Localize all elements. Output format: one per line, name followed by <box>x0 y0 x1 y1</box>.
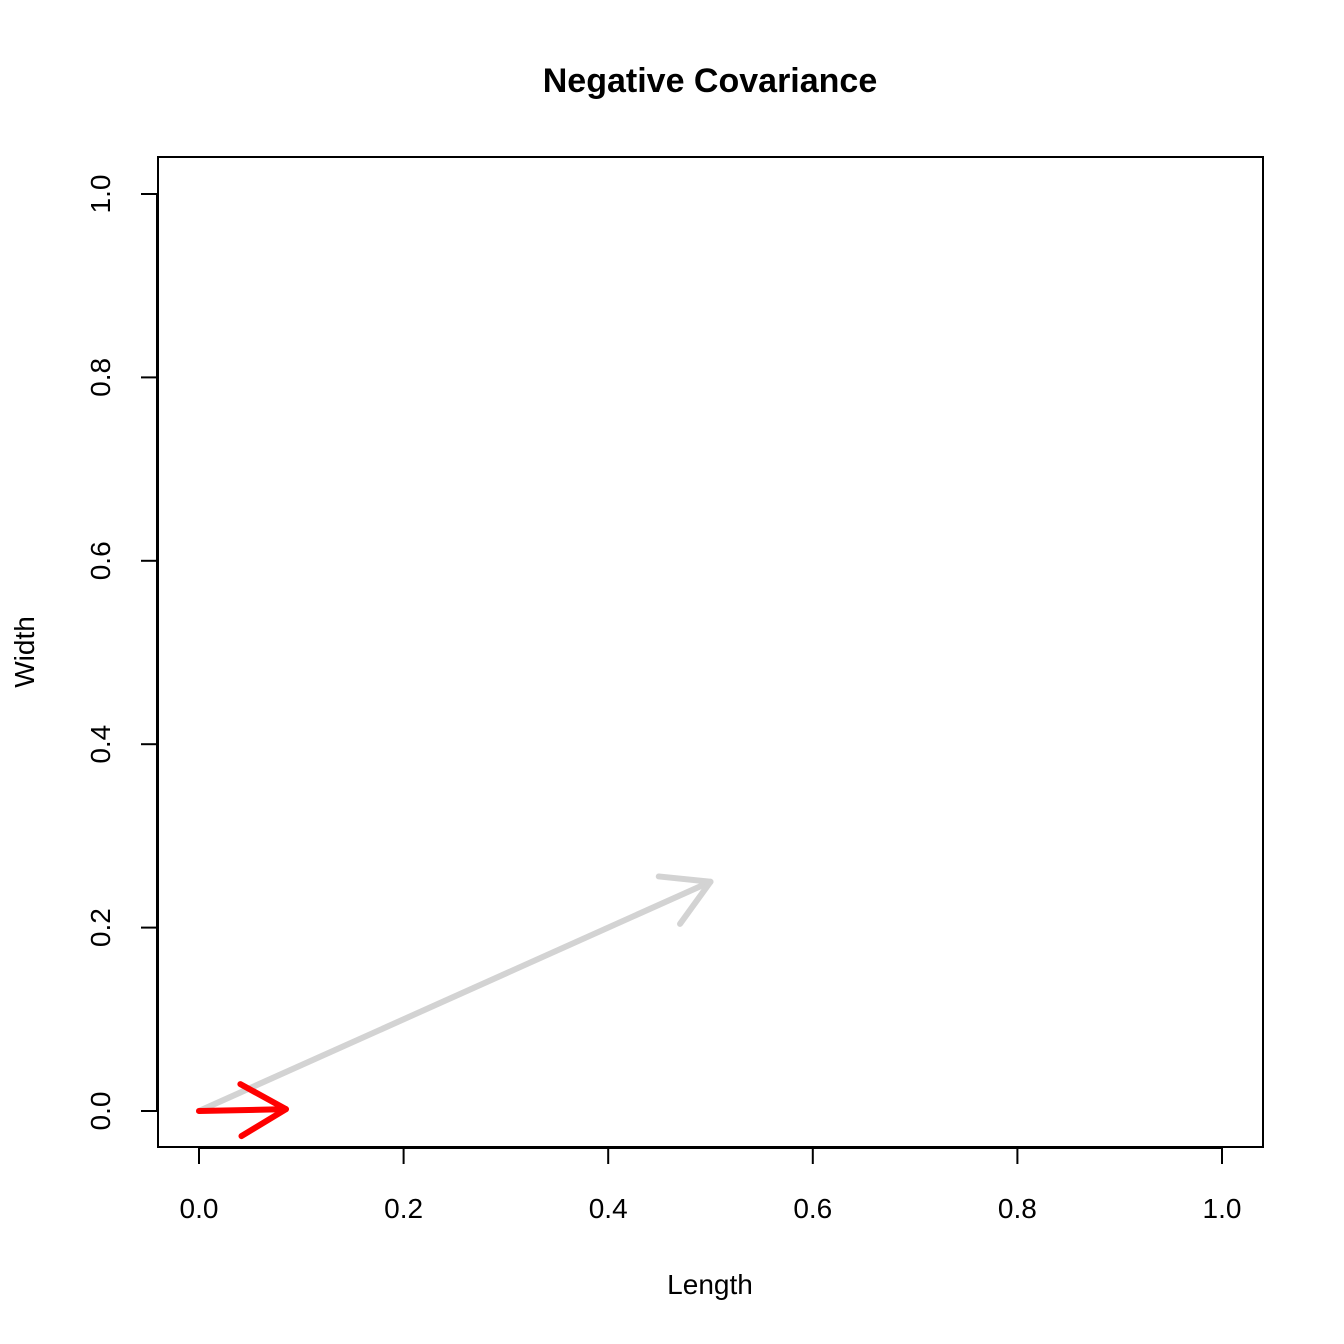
x-tick-label: 0.8 <box>998 1193 1037 1224</box>
y-axis-label: Width <box>9 616 40 688</box>
vector-head <box>655 873 714 927</box>
vector-arrow <box>196 873 714 1114</box>
x-tick-label: 0.2 <box>384 1193 423 1224</box>
plot-area <box>157 156 1264 1148</box>
vector-shaft <box>196 878 714 1114</box>
y-tick-label: 0.6 <box>85 541 116 580</box>
x-tick-label: 0.4 <box>589 1193 628 1224</box>
y-tick-label: 0.8 <box>85 358 116 397</box>
y-tick-label: 1.0 <box>85 175 116 214</box>
y-axis: 0.0 0.2 0.4 0.6 0.8 1.0 <box>85 175 158 1131</box>
vector-shaft <box>196 1106 289 1114</box>
x-axis: 0.0 0.2 0.4 0.6 0.8 1.0 <box>180 1147 1242 1224</box>
y-tick-label: 0.0 <box>85 1092 116 1131</box>
vector-head <box>237 1081 289 1140</box>
x-tick-label: 1.0 <box>1203 1193 1242 1224</box>
x-axis-label: Length <box>667 1269 753 1300</box>
x-tick-label: 0.6 <box>793 1193 832 1224</box>
chart-title: Negative Covariance <box>543 62 878 100</box>
y-tick-label: 0.4 <box>85 725 116 764</box>
vector-arrow <box>196 1081 289 1140</box>
vectors <box>196 873 714 1140</box>
x-tick-label: 0.0 <box>180 1193 219 1224</box>
y-tick-label: 0.2 <box>85 908 116 947</box>
